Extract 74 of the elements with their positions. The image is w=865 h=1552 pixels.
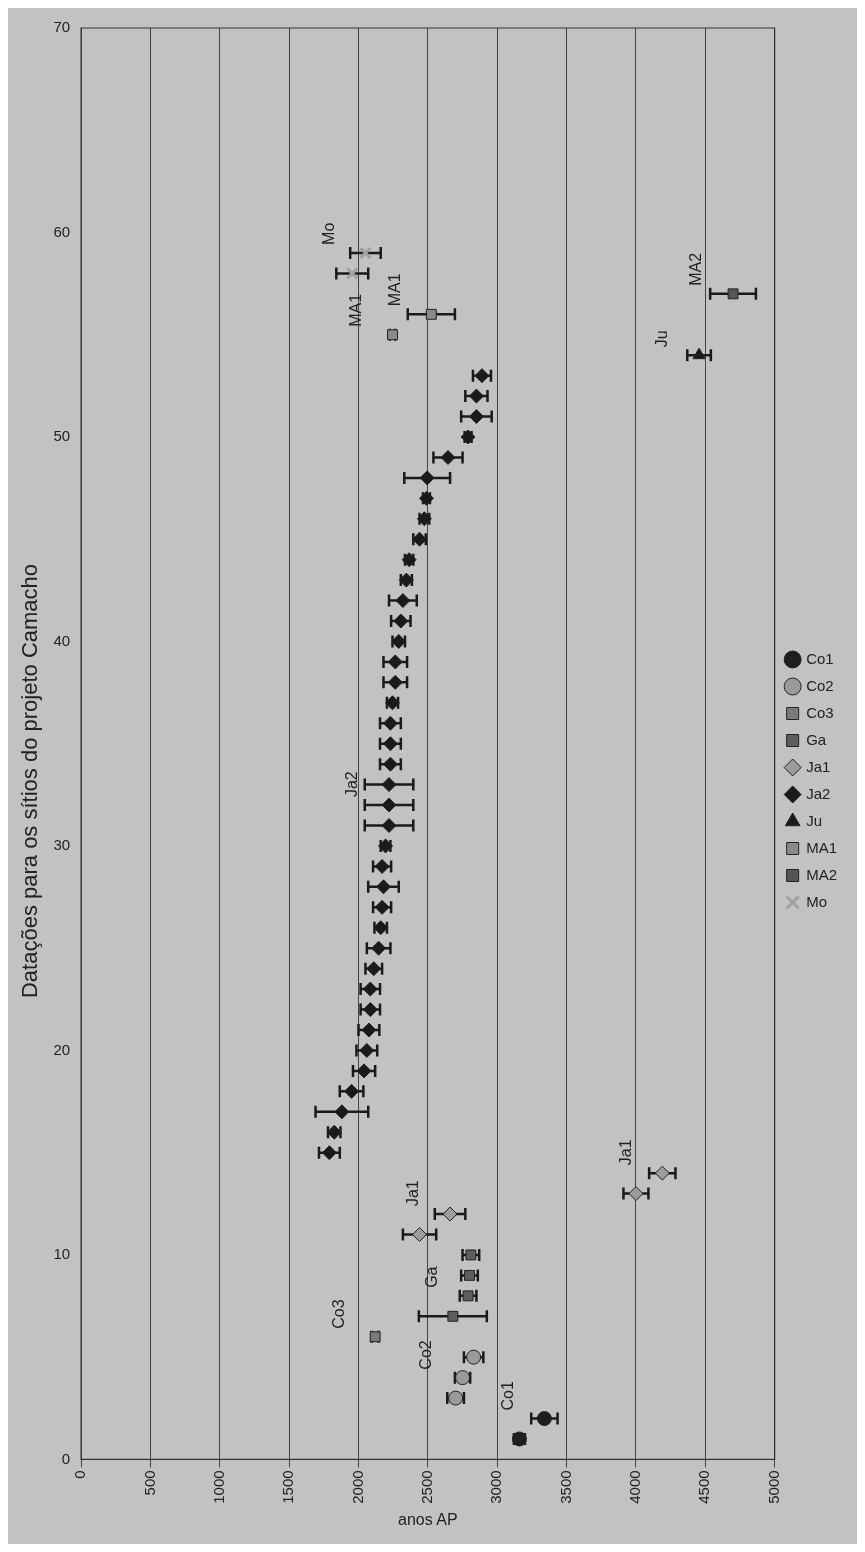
point: [382, 756, 398, 772]
point: [387, 674, 403, 690]
point: [381, 777, 397, 793]
y-tick-label: 0: [61, 1449, 71, 1467]
annotation: Ja1: [404, 1180, 422, 1207]
x-tick-label: 1000: [209, 1470, 227, 1504]
point: [468, 409, 484, 425]
x-tick-label: 3500: [556, 1470, 574, 1504]
point: [440, 449, 456, 465]
x-tick-label: 5000: [764, 1470, 782, 1504]
x-tick-label: 0: [71, 1470, 89, 1479]
point: [381, 818, 397, 834]
legend-label: MA2: [806, 865, 837, 883]
legend-label: Ja2: [806, 784, 831, 802]
annotation: Co2: [416, 1340, 434, 1370]
x-tick-label: 3000: [487, 1470, 505, 1504]
annotation: Co1: [498, 1381, 516, 1411]
annotation: Ga: [422, 1266, 440, 1288]
point: [425, 308, 437, 320]
point: [468, 388, 484, 404]
point: [382, 736, 398, 752]
point: [692, 347, 706, 360]
point: [334, 1104, 350, 1120]
point: [628, 1186, 644, 1202]
point: [321, 1145, 337, 1161]
annotation: Ja1: [616, 1139, 634, 1166]
legend-label: Mo: [806, 892, 827, 910]
x-tick-label: 2500: [418, 1470, 436, 1504]
x-tick-label: 4000: [626, 1470, 644, 1504]
legend-label: Co3: [806, 703, 834, 721]
annotation: MA1: [346, 293, 364, 327]
point: [382, 715, 398, 731]
legend-label: Ju: [806, 811, 822, 829]
legend-label: Co1: [806, 649, 834, 667]
y-tick-label: 30: [53, 836, 71, 854]
y-tick-label: 20: [53, 1040, 71, 1058]
point: [359, 1042, 375, 1058]
text: Datações para os sítios do projeto Camacho: [17, 563, 43, 999]
annotation: MA1: [385, 273, 403, 307]
point: [356, 1063, 372, 1079]
point: [345, 266, 359, 280]
legend-label: Ja1: [806, 757, 831, 775]
x-tick-label: 500: [140, 1470, 158, 1496]
point: [375, 879, 391, 895]
point: [344, 1083, 360, 1099]
point: [359, 246, 372, 260]
x-tick-label: 4500: [695, 1470, 713, 1504]
legend-label: Ga: [806, 730, 827, 748]
point: [381, 797, 397, 813]
y-tick-label: 10: [53, 1245, 71, 1263]
point: [727, 288, 739, 300]
point: [361, 1022, 377, 1038]
y-tick-label: 40: [53, 631, 71, 649]
annotation: MA2: [687, 252, 705, 286]
x-tick-label: 1500: [279, 1470, 297, 1504]
point: [395, 593, 411, 609]
y-tick-label: 60: [53, 222, 71, 240]
x-axis-title: anos AP: [398, 1510, 458, 1528]
point: [654, 1165, 670, 1181]
legend-label: Co2: [806, 676, 834, 694]
y-tick-label: 70: [53, 18, 71, 36]
annotation: Ja2: [343, 771, 361, 798]
annotation: Ju: [653, 330, 671, 348]
point: [371, 940, 387, 956]
x-tick-label: 2000: [348, 1470, 366, 1504]
point: [419, 470, 435, 486]
point: [442, 1206, 458, 1222]
y-tick-label: 50: [53, 427, 71, 445]
point: [412, 1226, 428, 1242]
point: [536, 1411, 552, 1427]
legend-label: MA1: [806, 838, 837, 856]
annotation: Mo: [319, 222, 337, 245]
annotation: Co3: [329, 1299, 347, 1329]
point: [387, 654, 403, 670]
